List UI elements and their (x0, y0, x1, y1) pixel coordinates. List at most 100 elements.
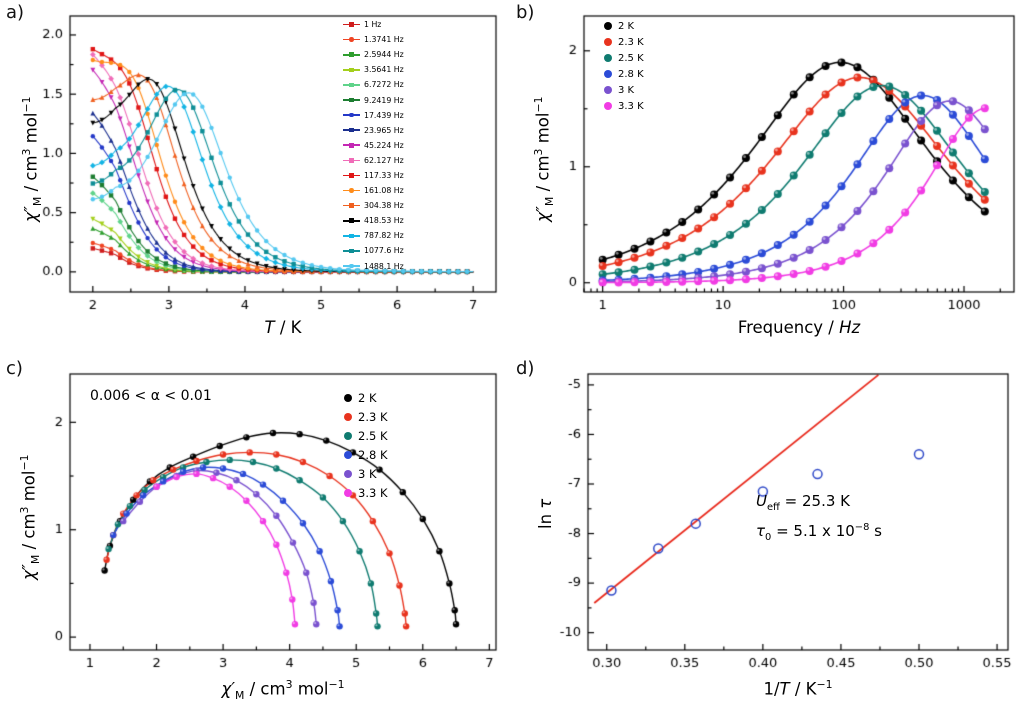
label-part: mol (533, 112, 553, 149)
legend-label: 1488.1 Hz (364, 261, 404, 271)
legend-label: 2 K (358, 390, 377, 405)
legend-item: 3 K (602, 82, 644, 98)
legend-label: 45.224 Hz (364, 140, 404, 150)
legend-item: 3.3 K (342, 483, 388, 502)
legend-label: 17.439 Hz (364, 110, 404, 120)
legend-item: 304.38 Hz (343, 198, 404, 213)
label-part: / cm (533, 155, 553, 197)
label-part: χ″ (19, 564, 39, 580)
label-part: mol (292, 679, 329, 699)
legend-label: 3.3 K (618, 100, 644, 112)
label-part: / cm (19, 513, 39, 555)
label-part: 3 (285, 678, 293, 691)
legend-item: 1488.1 Hz (343, 259, 404, 274)
legend-label: 2.3 K (358, 409, 388, 424)
legend-item: 161.08 Hz (343, 183, 404, 198)
panel-c-plot-canvas (6, 358, 512, 715)
label-part: M (30, 196, 44, 207)
legend-label: 23.965 Hz (364, 125, 404, 135)
legend-item: 23.965 Hz (343, 123, 404, 138)
label-part: U (756, 492, 767, 510)
legend-label: 2.5944 Hz (364, 50, 404, 60)
panel-c-x-axis-label: χ′M / cm3 mol−1 (70, 678, 496, 702)
legend-item: 3.3 K (602, 98, 644, 114)
panel-d-x-axis-label: 1/T / K−1 (588, 678, 1008, 699)
label-part: χ″ (533, 206, 553, 222)
panel-c-letter: c) (6, 358, 23, 379)
legend-label: 1 Hz (364, 20, 382, 30)
panel-a-letter: a) (6, 2, 25, 23)
panel-a: a) χ″M / cm3 mol−1 T / K 1 Hz 1.3741 Hz 2.… (6, 2, 512, 354)
legend-swatch-icon (342, 487, 354, 499)
legend-label: 2.5 K (618, 52, 644, 64)
label-part: −1 (816, 678, 833, 691)
panel-b-letter: b) (516, 2, 535, 23)
legend-label: 418.53 Hz (364, 216, 404, 226)
panel-a-x-axis-label: T / K (70, 318, 496, 337)
panel-d-y-axis-label: ln τ (536, 499, 555, 529)
label-part: 0 (765, 532, 772, 543)
legend-swatch-icon (343, 126, 360, 134)
panel-c-legend: 2 K 2.3 K 2.5 K 2.8 K 3 K 3.3 K (342, 388, 388, 502)
legend-swatch-icon (343, 141, 360, 149)
legend-label: 2.8 K (618, 68, 644, 80)
legend-item: 17.439 Hz (343, 108, 404, 123)
legend-label: 3 K (358, 466, 377, 481)
legend-swatch-icon (343, 96, 360, 104)
label-part: M (28, 554, 42, 565)
label-part: −1 (532, 96, 545, 113)
panel-b-x-axis-label: Frequency / Hz (584, 318, 1014, 337)
legend-swatch-icon (602, 36, 614, 48)
legend-label: 6.7272 Hz (364, 80, 404, 90)
legend-swatch-icon (343, 202, 360, 210)
panel-b-plot-canvas (516, 2, 1024, 354)
label-part: −8 (854, 522, 870, 533)
label-part: 1/ (763, 679, 780, 699)
legend-label: 3.5641 Hz (364, 65, 404, 75)
legend-label: 787.82 Hz (364, 231, 404, 241)
panel-b-legend: 2 K 2.3 K 2.5 K 2.8 K 3 K 3.3 K (602, 18, 644, 114)
label-part: τ (536, 498, 555, 509)
label-part: 3 (532, 148, 545, 156)
legend-swatch-icon (343, 187, 360, 195)
legend-item: 2.5944 Hz (343, 47, 404, 62)
label-part: χ′ (221, 679, 235, 699)
legend-swatch-icon (343, 262, 360, 270)
legend-swatch-icon (342, 430, 354, 442)
legend-swatch-icon (343, 21, 360, 29)
legend-item: 3.5641 Hz (343, 62, 404, 77)
label-part: = 25.3 K (779, 492, 850, 510)
legend-swatch-icon (343, 81, 360, 89)
label-part: −1 (20, 96, 33, 113)
label-part: / cm (244, 679, 286, 699)
legend-swatch-icon (342, 449, 354, 461)
label-part: 3 (18, 506, 31, 514)
label-part: Frequency / (737, 318, 840, 337)
legend-label: 1.3741 Hz (364, 35, 404, 45)
legend-swatch-icon (342, 392, 354, 404)
label-part: s (869, 522, 882, 540)
legend-label: 2.8 K (358, 447, 388, 462)
label-part: χ″ (21, 206, 41, 222)
legend-swatch-icon (343, 217, 360, 225)
legend-item: 1077.6 Hz (343, 243, 404, 258)
legend-label: 62.127 Hz (364, 155, 404, 165)
panel-b: b) χ″M / cm3 mol−1 Frequency / Hz 2 K 2.3… (516, 2, 1024, 354)
label-part: = 5.1 x 10 (771, 522, 855, 540)
legend-swatch-icon (343, 171, 360, 179)
legend-label: 3 K (618, 84, 635, 96)
legend-label: 1077.6 Hz (364, 246, 404, 256)
legend-item: 2.3 K (342, 407, 388, 426)
legend-label: 304.38 Hz (364, 201, 404, 211)
panel-a-legend: 1 Hz 1.3741 Hz 2.5944 Hz 3.5641 Hz 6.7272 Hz… (343, 17, 404, 274)
legend-swatch-icon (343, 156, 360, 164)
label-part: eff (766, 502, 780, 513)
legend-swatch-icon (343, 36, 360, 44)
legend-item: 2.5 K (342, 426, 388, 445)
legend-swatch-icon (602, 20, 614, 32)
legend-item: 3 K (342, 464, 388, 483)
legend-swatch-icon (342, 411, 354, 423)
legend-item: 6.7272 Hz (343, 77, 404, 92)
legend-item: 117.33 Hz (343, 168, 404, 183)
